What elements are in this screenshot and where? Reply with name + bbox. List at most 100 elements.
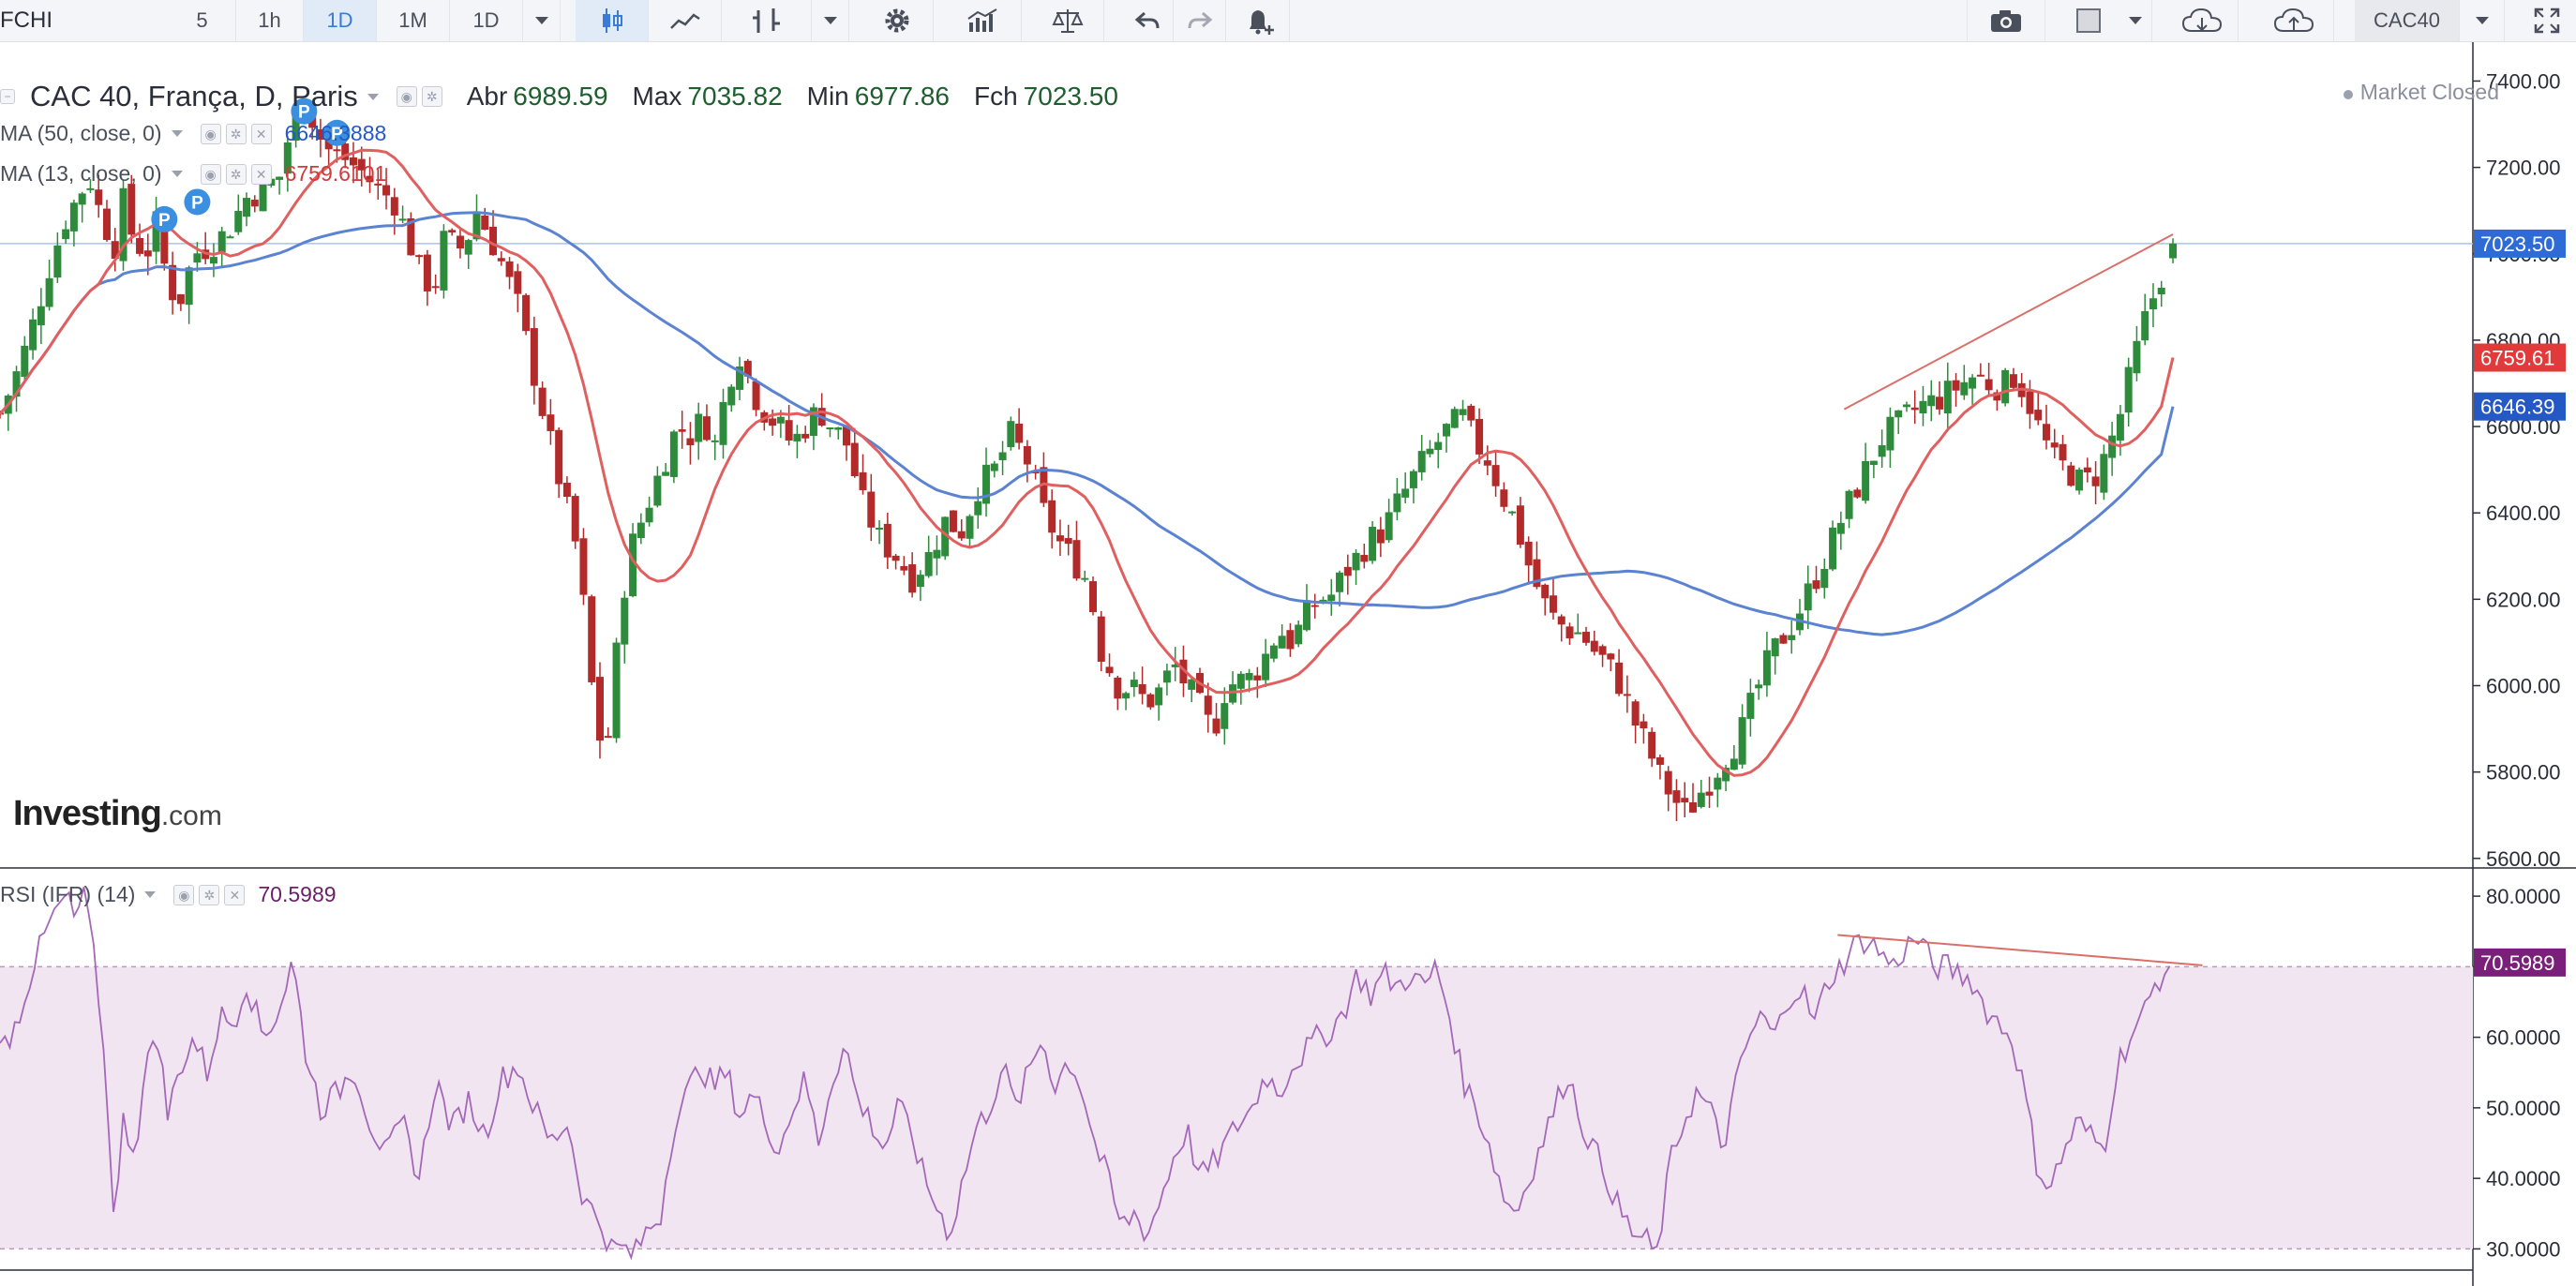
candle-body xyxy=(95,189,103,205)
candle-body xyxy=(1549,595,1557,613)
alert-bell-icon[interactable] xyxy=(1230,0,1290,41)
candle-body xyxy=(2157,288,2165,295)
candle-body xyxy=(957,531,966,539)
indicators-caret-icon[interactable] xyxy=(812,0,849,41)
p-badge-icon xyxy=(291,97,318,125)
candle-body xyxy=(826,427,834,430)
interval-dropdown-caret-icon[interactable] xyxy=(523,0,561,41)
interval-1h-button[interactable]: 1h xyxy=(236,0,304,41)
ma50-settings-icon[interactable]: ✲ xyxy=(225,123,247,144)
candle-body xyxy=(160,217,169,264)
candle-body xyxy=(604,736,612,739)
candle-body xyxy=(769,418,777,426)
candle-body xyxy=(834,426,843,430)
title-caret-icon[interactable] xyxy=(367,93,379,100)
candle-body xyxy=(366,175,374,183)
interval-5-button[interactable]: 5 xyxy=(169,0,236,41)
symbol-search-field[interactable]: CAC40 xyxy=(2355,0,2460,41)
candle-body xyxy=(2116,413,2124,441)
candle-body xyxy=(1056,535,1064,542)
candle-body xyxy=(1319,599,1327,602)
ma13-close-icon[interactable]: ✕ xyxy=(250,163,272,185)
status-dot-icon xyxy=(2343,90,2353,99)
compare-scale-icon[interactable] xyxy=(1031,0,1104,41)
candle-body xyxy=(243,198,251,217)
studies-chart-icon[interactable] xyxy=(943,0,1022,41)
ma50-caret-icon[interactable] xyxy=(171,130,183,137)
p-badge-label: P xyxy=(331,125,343,144)
ma13-settings-icon[interactable]: ✲ xyxy=(225,163,247,185)
ma50-visibility-icon[interactable]: ◉ xyxy=(200,123,221,144)
candle-body xyxy=(1640,721,1648,729)
candlestick-chart-icon[interactable] xyxy=(576,0,649,41)
candle-body xyxy=(127,184,136,235)
line-chart-icon[interactable] xyxy=(649,0,722,41)
candle-body xyxy=(316,129,324,140)
price-and-rsi-chart[interactable]: 7400.007200.007000.006800.006600.006400.… xyxy=(0,42,2576,1286)
rsi-close-icon[interactable]: ✕ xyxy=(224,884,246,905)
ma13-value: 6759.6101 xyxy=(284,161,387,186)
candle-body xyxy=(966,516,974,539)
symbol-label[interactable]: FCHI xyxy=(0,7,52,33)
candle-body xyxy=(357,158,366,171)
layout-caret-icon[interactable] xyxy=(2119,0,2152,41)
cloud-upload-icon[interactable] xyxy=(2254,0,2334,41)
logo-suffix: .com xyxy=(160,800,222,831)
collapse-legend-icon[interactable]: − xyxy=(0,89,15,104)
layout-square-icon[interactable] xyxy=(2059,0,2119,41)
interval-dropdown-value[interactable]: 1D xyxy=(450,0,523,41)
candle-body xyxy=(1762,650,1771,686)
candle-body xyxy=(1500,489,1508,507)
candle-body xyxy=(1672,790,1681,803)
candle-body xyxy=(555,429,563,485)
chart-area[interactable]: 7400.007200.007000.006800.006600.006400.… xyxy=(0,42,2576,1286)
candle-body xyxy=(21,345,29,377)
candle-body xyxy=(1895,410,1903,418)
candle-body xyxy=(924,551,933,576)
candle-body xyxy=(1623,694,1631,696)
redo-icon[interactable] xyxy=(1174,0,1226,41)
candle-body xyxy=(719,401,727,445)
interval-1m-button[interactable]: 1M xyxy=(377,0,450,41)
price-tag-label: 6759.61 xyxy=(2480,347,2555,370)
visibility-icon[interactable]: ◉ xyxy=(396,86,417,107)
candle-body xyxy=(1269,645,1278,659)
undo-icon[interactable] xyxy=(1121,0,1174,41)
candle-body xyxy=(1820,568,1829,589)
market-status: Market Closed xyxy=(2343,80,2499,105)
candle-body xyxy=(1376,529,1385,544)
cloud-download-icon[interactable] xyxy=(2165,0,2239,41)
camera-snapshot-icon[interactable] xyxy=(1967,0,2045,41)
candle-body xyxy=(1869,460,1878,466)
candle-body xyxy=(324,141,333,150)
candle-body xyxy=(1023,445,1031,465)
rsi-settings-icon[interactable]: ✲ xyxy=(199,884,220,905)
candle-body xyxy=(1771,638,1779,657)
close-label: Fch xyxy=(973,82,1018,111)
price-tag xyxy=(2474,229,2566,258)
rsi-visibility-icon[interactable]: ◉ xyxy=(173,884,195,905)
candle-body xyxy=(1229,684,1237,703)
candle-body xyxy=(497,258,505,262)
symbol-search-caret-icon[interactable] xyxy=(2460,0,2505,41)
candle-body xyxy=(2108,435,2117,458)
candle-body xyxy=(505,261,514,277)
candle-body xyxy=(1648,731,1656,759)
candle-body xyxy=(209,257,217,264)
legend-settings-icon[interactable]: ✲ xyxy=(421,86,442,107)
interval-1d-button[interactable]: 1D xyxy=(304,0,377,41)
candle-body xyxy=(374,183,382,186)
high-value: 7035.82 xyxy=(687,82,783,111)
ma13-visibility-icon[interactable]: ◉ xyxy=(200,163,221,185)
indicators-icon[interactable] xyxy=(722,0,812,41)
settings-gear-icon[interactable] xyxy=(861,0,934,41)
candle-body xyxy=(562,483,571,498)
ma13-caret-icon[interactable] xyxy=(171,171,183,177)
candle-body xyxy=(102,208,111,241)
ma50-close-icon[interactable]: ✕ xyxy=(250,123,272,144)
rsi-caret-icon[interactable] xyxy=(144,891,157,898)
fullscreen-icon[interactable] xyxy=(2518,0,2576,41)
candle-body xyxy=(2067,465,2075,486)
candle-body xyxy=(2141,310,2149,341)
candle-body xyxy=(2026,391,2034,414)
